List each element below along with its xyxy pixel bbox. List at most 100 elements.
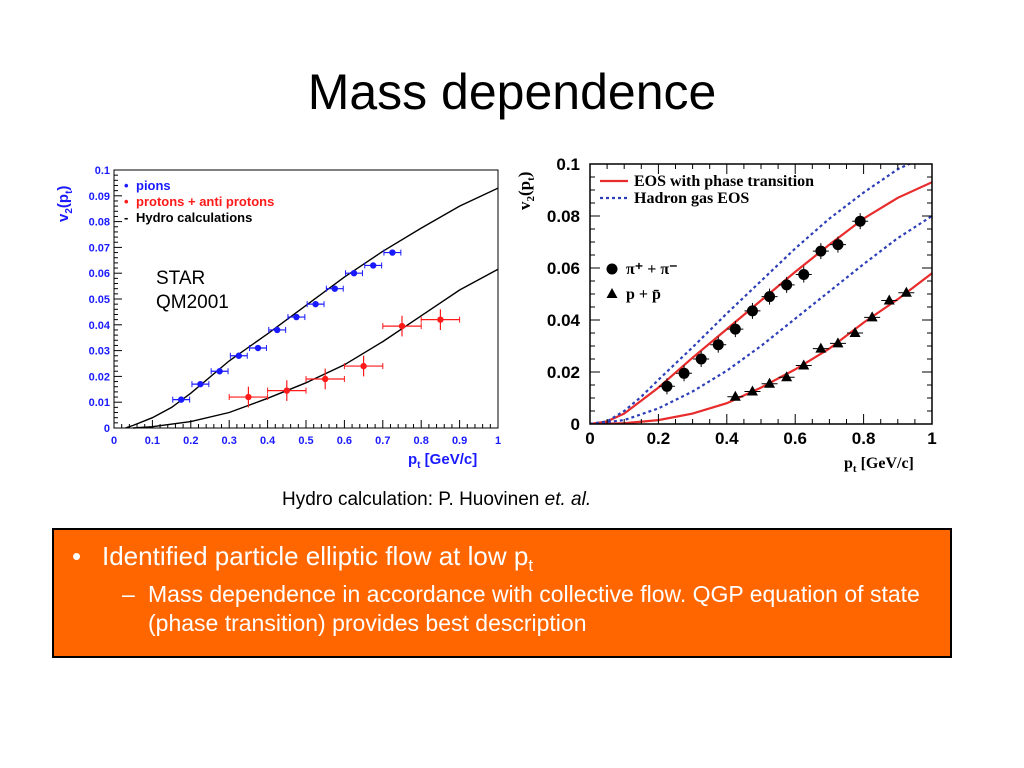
pion-point (729, 323, 741, 335)
left-ytick-label: 0.05 (89, 294, 110, 306)
right-xtick-label: 0.6 (783, 429, 807, 448)
right-xtick-label: 1 (927, 429, 936, 448)
pion-point (389, 249, 396, 256)
left-hydro-curve (133, 268, 499, 429)
pion-point (678, 367, 690, 379)
left-xtick-label: 0.9 (452, 435, 467, 447)
summary-box: • Identified particle elliptic flow at lo… (52, 528, 952, 658)
caption-italic: et. al. (544, 489, 592, 510)
right-xlabel: pt [GeV/c] (844, 455, 914, 475)
right-xtick-label: 0.2 (647, 429, 671, 448)
hadron-gas-curve (590, 164, 912, 424)
right-ylabel: v2(pt) (515, 172, 537, 210)
left-legend-label: Hydro calculations (136, 210, 252, 225)
pion-point (235, 352, 242, 359)
left-ylabel: v2(pt) (55, 186, 75, 222)
left-xtick-label: 0.6 (337, 435, 352, 447)
pion-point (695, 353, 707, 365)
bullet-marker: • (72, 541, 82, 571)
pion-point (274, 326, 281, 334)
pion-point (832, 239, 844, 251)
left-xtick-label: 0.7 (375, 435, 390, 447)
right-ytick-label: 0 (571, 415, 580, 434)
bullet-main: • Identified particle elliptic flow at lo… (72, 540, 534, 575)
proton-point (437, 316, 444, 323)
proton-point (815, 342, 827, 353)
pion-point (764, 291, 776, 303)
left-xtick-label: 0.2 (183, 435, 198, 447)
pion-point (197, 380, 204, 388)
left-ytick-label: 0.01 (89, 397, 110, 409)
pion-point (178, 396, 185, 403)
right-ytick-label: 0.04 (547, 311, 581, 330)
proton-point (798, 359, 810, 370)
pion-point (254, 344, 262, 352)
left-ytick-label: 0.07 (89, 242, 110, 254)
bullet-main-subscript: t (528, 556, 534, 575)
right-ytick-label: 0.02 (547, 363, 580, 382)
right-legend-marker-label: π⁺ + π⁻ (626, 261, 678, 278)
left-ytick-label: 0.02 (89, 371, 110, 383)
proton-point (781, 371, 793, 382)
star-annotation-line2: QM2001 (156, 292, 229, 313)
proton-point (398, 322, 406, 330)
right-legend-label: Hadron gas EOS (634, 190, 749, 207)
proton-point (729, 390, 741, 401)
figure-caption: Hydro calculation: P. Huovinen et. al. (282, 489, 592, 510)
proton-point (883, 294, 895, 305)
proton-point (283, 387, 290, 394)
right-ytick-label: 0.1 (556, 155, 580, 174)
pion-point (293, 313, 300, 321)
left-ytick-label: 0.09 (89, 191, 110, 203)
pion-point (854, 215, 866, 227)
left-ytick-label: 0.1 (95, 165, 110, 177)
left-ytick-label: 0.03 (89, 346, 110, 358)
left-xtick-label: 0.4 (260, 435, 276, 447)
right-xtick-label: 0.4 (715, 429, 739, 448)
hadron-gas-curve (590, 215, 932, 424)
star-annotation-line1: STAR (156, 268, 205, 289)
right-xtick-label: 0.8 (852, 429, 876, 448)
proton-point (360, 362, 367, 370)
pion-point (331, 285, 338, 292)
left-xlabel: pt [GeV/c] (408, 451, 477, 471)
right-legend-label: EOS with phase transition (634, 173, 814, 190)
left-ytick-label: 0.04 (89, 320, 111, 332)
proton-point (832, 337, 844, 348)
left-xtick-label: 0 (111, 435, 117, 447)
right-xtick-label: 0 (585, 429, 594, 448)
left-legend-marker: • (124, 194, 129, 209)
bullet-sub-text: Mass dependence in accordance with colle… (148, 581, 920, 636)
right-ytick-label: 0.08 (547, 207, 580, 226)
left-xtick-label: 0.8 (414, 435, 429, 447)
proton-point (849, 327, 861, 337)
legend-triangle-icon (606, 288, 618, 298)
right-legend-marker-label: p + p̄ (626, 286, 661, 303)
left-ytick-label: 0.08 (89, 217, 110, 229)
page-title: Mass dependence (307, 64, 717, 120)
chart-left: 0 0.1 0.2 0.3 0.4 0.5 0.6 0.7 0.8 0.9 1 0 0.01 0.02 0.… (55, 165, 501, 471)
left-xtick-label: 0.5 (298, 435, 313, 447)
left-ytick-label: 0.06 (89, 268, 110, 280)
pion-point (216, 368, 223, 375)
pion-point (312, 300, 319, 308)
pion-point (350, 270, 358, 277)
pion-point (746, 305, 758, 317)
pion-point (712, 339, 724, 351)
pion-point (370, 262, 377, 269)
eos-phase-curve (590, 272, 932, 424)
proton-point (322, 375, 329, 383)
left-hydro-curve (125, 187, 499, 429)
chart-right: 0 0.2 0.4 0.6 0.8 1 0 0.02 0.04 0.06 0.08 0.1 EOS w… (515, 155, 937, 475)
proton-point (746, 385, 758, 396)
pion-point (661, 380, 673, 392)
left-xtick-label: 0.3 (222, 435, 237, 447)
left-legend-label: protons + anti protons (136, 194, 274, 209)
legend-circle-icon (606, 263, 618, 275)
proton-point (866, 311, 878, 322)
bullet-main-text: Identified particle elliptic flow at low… (102, 541, 529, 571)
pion-point (815, 245, 827, 257)
left-legend-marker: - (124, 210, 128, 225)
left-xtick-label: 0.1 (145, 435, 160, 447)
left-xtick-label: 1 (495, 435, 501, 447)
